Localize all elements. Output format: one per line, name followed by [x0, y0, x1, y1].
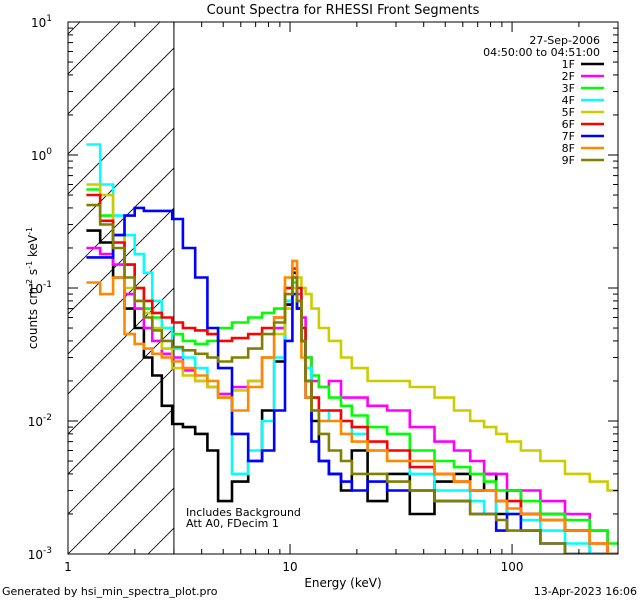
legend-label-6F: 6F [562, 118, 575, 131]
plot-frame [67, 21, 619, 555]
y-tick-label: 10-3 [28, 546, 52, 562]
legend-label-8F: 8F [562, 142, 575, 155]
x-tick-label: 10 [282, 560, 297, 574]
y-tick-label: 100 [31, 147, 52, 163]
legend-label-2F: 2F [562, 70, 575, 83]
legend-label-7F: 7F [562, 130, 575, 143]
series-line-9F [86, 203, 618, 554]
excluded-energy-hatch [68, 22, 174, 554]
y-tick-label: 10-2 [28, 413, 52, 429]
hatch-line [68, 22, 161, 115]
footer-timestamp: 13-Apr-2023 16:06 [534, 585, 637, 598]
annotation-attenuator: Att A0, FDecim 1 [186, 517, 279, 530]
axis-ticks [67, 22, 619, 555]
hatch-line [68, 407, 174, 515]
time-range-text: 04:50:00 to 04:51:00 [483, 46, 600, 59]
legend-label-3F: 3F [562, 82, 575, 95]
annotation-background: Includes Background [186, 506, 301, 519]
legend-label-9F: 9F [562, 154, 575, 167]
x-tick-label: 1 [64, 560, 72, 574]
chart-title: Count Spectra for RHESSI Front Segments [207, 3, 480, 18]
hatch-line [68, 87, 174, 195]
legend-label-1F: 1F [562, 58, 575, 71]
hatch-line [68, 47, 174, 155]
legend-label-5F: 5F [562, 106, 575, 119]
hatch-line [68, 22, 121, 75]
y-tick-label: 10-1 [28, 280, 52, 296]
y-tick-labels: 10-3 10-2 10-1 100 101 [28, 14, 53, 562]
legend-label-4F: 4F [562, 94, 575, 107]
series-lines [86, 143, 618, 554]
x-tick-labels: 1 10 100 [64, 560, 523, 574]
y-tick-label: 101 [31, 14, 52, 30]
x-axis-label: Energy (keV) [304, 576, 381, 590]
hatch-line [68, 447, 174, 554]
hatch-line [68, 207, 174, 315]
series-line-5F [86, 183, 618, 492]
date-text: 27-Sep-2006 [529, 34, 600, 47]
x-tick-label: 100 [501, 560, 524, 574]
hatch-line [68, 367, 174, 475]
y-axis-label: counts cm-2 s-1 keV-1 [25, 227, 40, 349]
footer-generated-by: Generated by hsi_min_spectra_plot.pro [2, 585, 218, 598]
